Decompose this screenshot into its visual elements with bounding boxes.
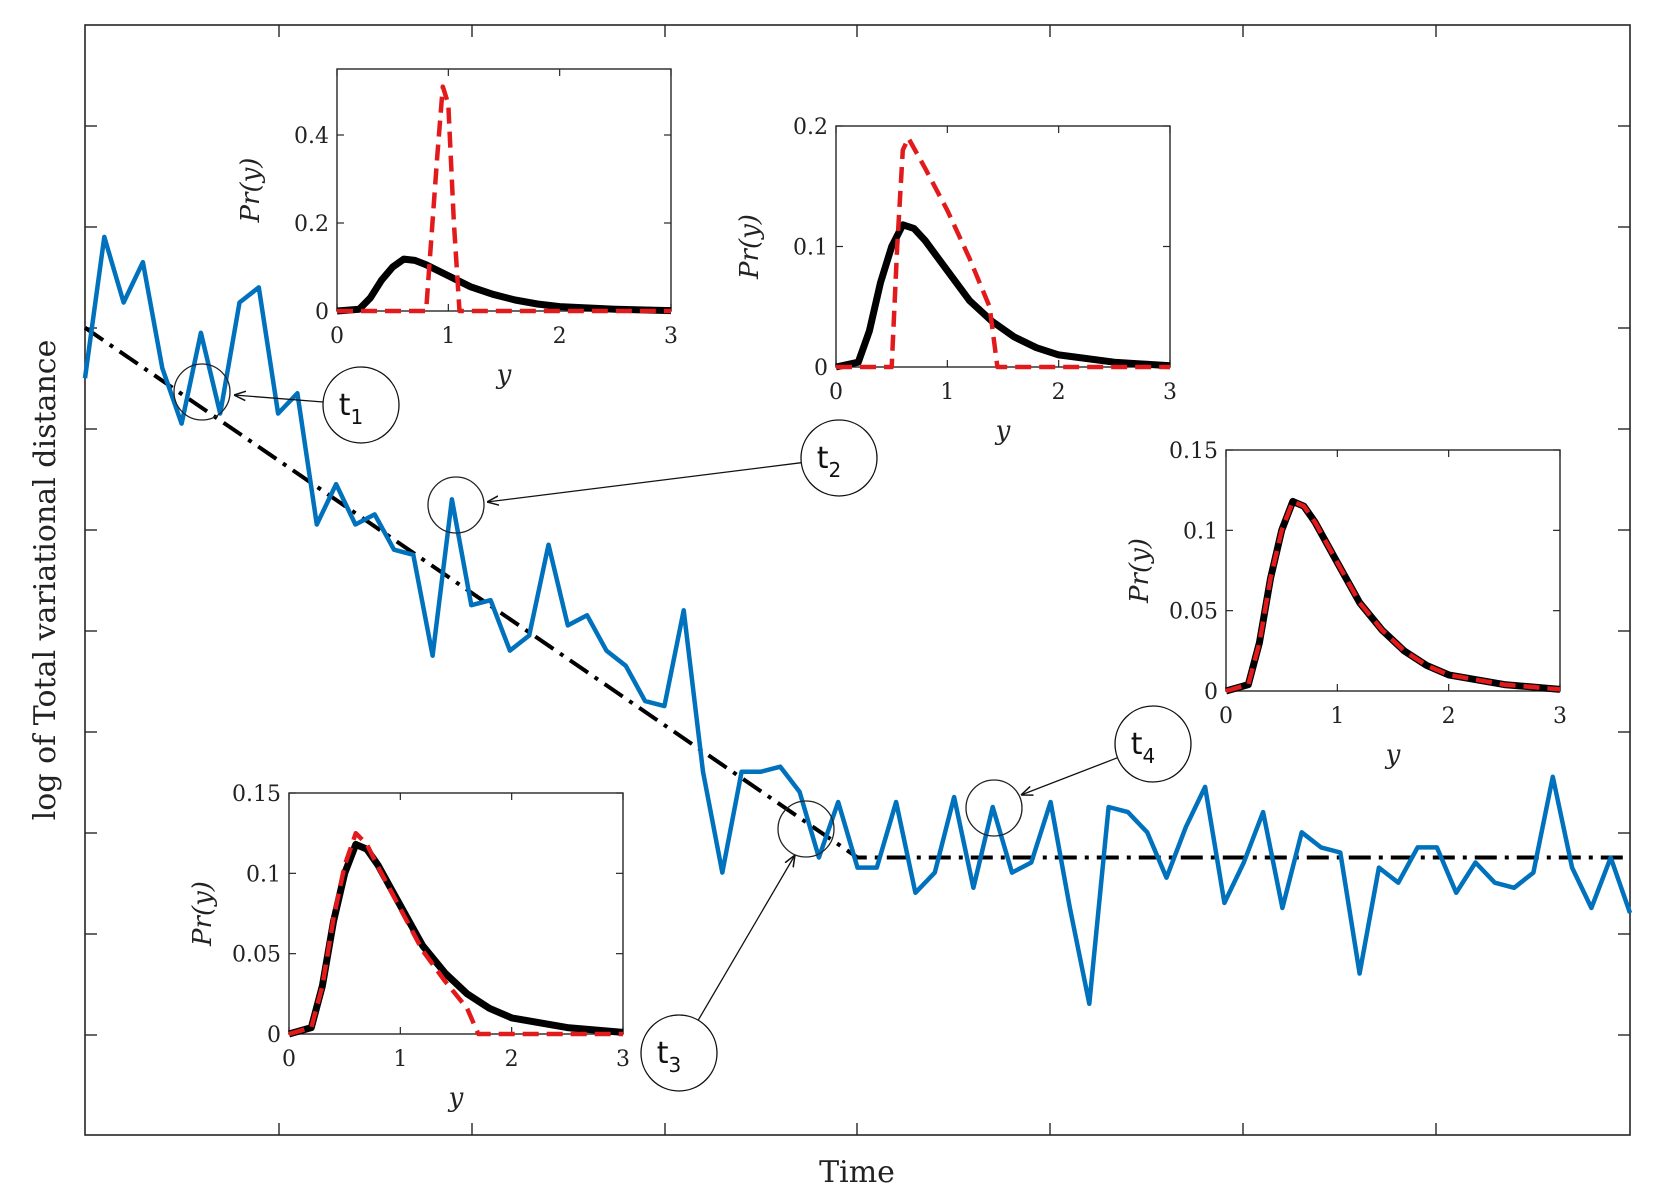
inset-x-label: y — [1385, 740, 1401, 770]
inset-y-tick-label: 0.05 — [232, 943, 281, 968]
callout-subscript: 2 — [829, 458, 842, 482]
inset-x-tick-label: 1 — [940, 380, 954, 405]
highlight-circle — [173, 363, 231, 421]
inset-series-red — [337, 84, 671, 314]
inset-x-tick-label: 0 — [282, 1047, 296, 1072]
inset-x-tick-label: 3 — [664, 324, 678, 349]
inset-series-red — [1225, 499, 1561, 694]
callouts: t1 t2 t3 t4 — [173, 363, 1192, 1092]
inset-y-tick-label: 0 — [267, 1023, 281, 1048]
y-axis-title: log of Total variational distance — [28, 340, 63, 821]
inset-x-tick-label: 1 — [441, 324, 455, 349]
inset-y-tick-label: 0 — [315, 300, 329, 325]
callout-subscript: 1 — [351, 405, 364, 429]
inset-frame — [1225, 449, 1561, 692]
inset-x-tick-label: 3 — [616, 1047, 630, 1072]
inset-x-tick-label: 2 — [505, 1047, 519, 1072]
tvd-series-line — [82, 234, 1633, 1007]
inset-series-red — [836, 135, 1170, 370]
inset-y-tick-label: 0.05 — [1169, 600, 1218, 625]
callout-subscript: 4 — [1143, 744, 1156, 768]
inset-x-label: y — [448, 1083, 464, 1113]
callout-arrow — [697, 855, 795, 1021]
callout-arrow — [487, 462, 802, 502]
label-circle — [1114, 705, 1192, 783]
callout-arrow — [234, 395, 324, 403]
inset-x-tick-label: 3 — [1163, 380, 1177, 405]
x-axis-title: Time — [819, 1155, 895, 1190]
inset-y-tick-label: 0.2 — [294, 212, 329, 237]
inset-y-label: Pr(y) — [1125, 538, 1155, 604]
callout-t1: t1 — [173, 363, 400, 444]
inset-t2: 0 1 2 3 0 0.1 0.2 y Pr(y) — [735, 115, 1177, 446]
inset-y-tick-label: 0.15 — [1169, 439, 1218, 464]
label-circle — [322, 366, 400, 444]
inset-y-tick-label: 0 — [1204, 680, 1218, 705]
inset-y-tick-label: 0.2 — [793, 115, 828, 140]
inset-t4: 0 1 2 3 0 0.05 0.1 0.15 y Pr(y) — [1125, 439, 1567, 770]
inset-y-label: Pr(y) — [735, 214, 765, 280]
inset-x-tick-label: 3 — [1553, 704, 1567, 729]
inset-x-label: y — [496, 360, 512, 390]
inset-x-tick-label: 0 — [330, 324, 344, 349]
inset-series-black — [336, 255, 672, 315]
inset-y-label: Pr(y) — [236, 158, 266, 224]
inset-x-tick-label: 2 — [1442, 704, 1456, 729]
highlight-circle — [427, 476, 485, 534]
inset-x-tick-label: 0 — [829, 380, 843, 405]
inset-y-tick-label: 0.1 — [246, 862, 281, 887]
highlight-circle — [965, 779, 1023, 837]
callout-arrow — [1021, 757, 1118, 795]
inset-x-tick-label: 1 — [393, 1047, 407, 1072]
inset-t3: 0 1 2 3 0 0.05 0.1 0.15 y Pr(y) — [188, 782, 630, 1113]
callout-t4: t4 — [965, 705, 1192, 837]
inset-y-tick-label: 0.4 — [294, 124, 329, 149]
callout-t2: t2 — [427, 419, 878, 534]
label-circle — [640, 1014, 718, 1092]
inset-x-tick-label: 1 — [1330, 704, 1344, 729]
fit-line — [83, 326, 1630, 860]
inset-y-label: Pr(y) — [188, 881, 218, 947]
inset-x-tick-label: 2 — [553, 324, 567, 349]
highlight-circle — [777, 800, 835, 858]
inset-x-label: y — [995, 416, 1011, 446]
inset-y-tick-label: 0.1 — [1183, 519, 1218, 544]
callout-subscript: 3 — [669, 1053, 682, 1077]
inset-y-tick-label: 0.1 — [793, 236, 828, 261]
inset-series-black — [835, 221, 1171, 371]
inset-x-tick-label: 2 — [1052, 380, 1066, 405]
inset-y-tick-label: 0 — [814, 356, 828, 381]
inset-t1: 0 1 2 3 0 0.2 0.4 y Pr(y) — [236, 68, 678, 390]
inset-x-tick-label: 0 — [1219, 704, 1233, 729]
label-circle — [800, 419, 878, 497]
callout-t3: t3 — [640, 800, 835, 1092]
inset-y-tick-label: 0.15 — [232, 782, 281, 807]
